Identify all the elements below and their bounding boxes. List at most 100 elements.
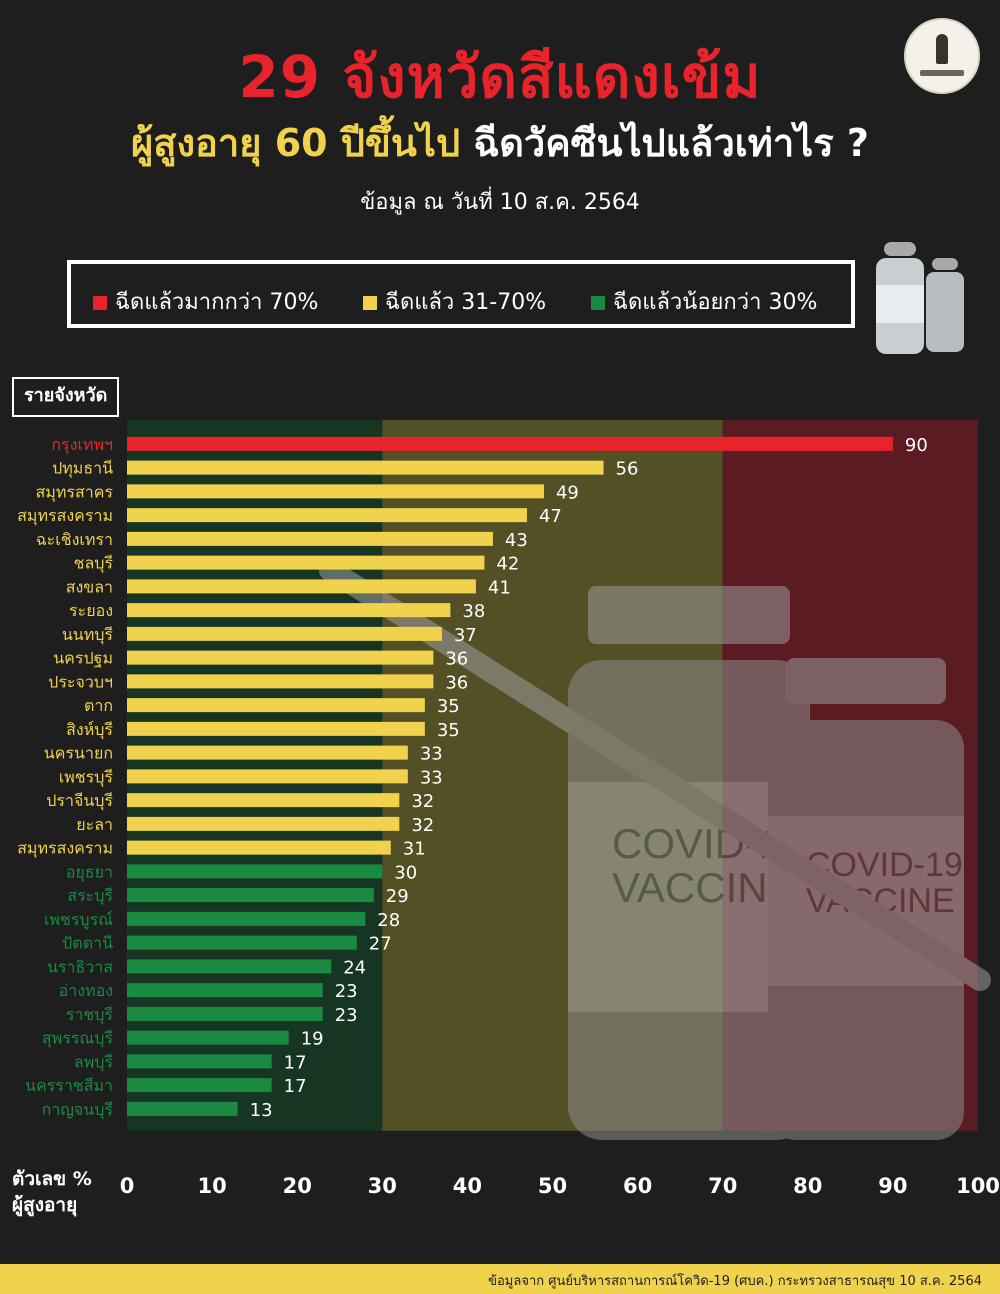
bar-24	[127, 1006, 323, 1021]
value-label-18: 30	[394, 862, 417, 883]
legend-swatch-red	[93, 296, 107, 310]
agency-logo	[904, 18, 980, 94]
x-tick-0: 0	[120, 1174, 135, 1198]
subtitle-part2: ฉีดวัคซีนไปแล้วเท่าไร ?	[473, 121, 869, 165]
category-label-8: นนทบุรี	[62, 625, 114, 645]
value-label-6: 41	[488, 577, 511, 598]
value-label-17: 31	[403, 839, 426, 860]
subtitle: ผู้สูงอายุ 60 ปีขึ้นไป ฉีดวัคซีนไปแล้วเท…	[0, 112, 1000, 173]
source-text: ข้อมูลจาก ศูนย์บริหารสถานการณ์โควิด-19 (…	[488, 1274, 982, 1289]
bar-3	[127, 508, 527, 523]
bar-1	[127, 460, 604, 475]
logo-base-icon	[920, 70, 964, 76]
value-label-1: 56	[616, 459, 639, 480]
bar-4	[127, 531, 493, 546]
bar-15	[127, 793, 400, 808]
bar-22	[127, 959, 332, 974]
x-tick-10: 100	[956, 1174, 1000, 1198]
x-axis-title: ตัวเลข % ผู้สูงอายุ	[12, 1166, 92, 1218]
bar-0	[127, 436, 893, 451]
x-tick-3: 30	[368, 1174, 397, 1198]
bar-2	[127, 484, 544, 499]
value-label-22: 24	[343, 957, 366, 978]
value-label-8: 37	[454, 625, 477, 646]
legend-item-low: ฉีดแล้วน้อยกว่า 30%	[591, 284, 817, 319]
category-label-10: ประจวบฯ	[48, 672, 113, 691]
category-label-12: สิงห์บุรี	[66, 720, 113, 740]
bar-chart: COVID-19 VACCINE COVID-19 VACCINE กรุงเท…	[17, 420, 1000, 1198]
category-label-16: ยะลา	[76, 815, 113, 834]
value-label-24: 23	[335, 1005, 358, 1026]
category-label-19: สระบุรี	[67, 886, 113, 906]
legend-swatch-green	[591, 296, 605, 310]
bar-19	[127, 888, 374, 903]
vial-body-2	[926, 272, 964, 352]
bar-18	[127, 864, 383, 879]
value-label-23: 23	[335, 981, 358, 1002]
bar-10	[127, 674, 434, 689]
value-label-2: 49	[556, 482, 579, 503]
value-label-11: 35	[437, 696, 460, 717]
category-label-1: ปทุมธานี	[52, 459, 113, 479]
bar-7	[127, 603, 451, 618]
category-label-28: กาญจนบุรี	[42, 1100, 114, 1120]
value-label-3: 47	[539, 506, 562, 527]
value-label-26: 17	[284, 1052, 307, 1073]
legend-item-mid: ฉีดแล้ว 31-70%	[363, 284, 546, 319]
bar-12	[127, 721, 425, 736]
bar-13	[127, 745, 408, 760]
category-label-7: ระยอง	[69, 601, 113, 620]
value-label-12: 35	[437, 720, 460, 741]
pen-nib-icon	[936, 34, 948, 64]
main-title: 29 จังหวัดสีแดงเข้ม	[238, 43, 762, 111]
x-axis-title-line2: ผู้สูงอายุ	[12, 1194, 78, 1216]
bar-11	[127, 698, 425, 713]
bars-group	[127, 436, 893, 1116]
vial-icon	[884, 242, 916, 256]
x-tick-8: 80	[793, 1174, 822, 1198]
x-tick-5: 50	[538, 1174, 567, 1198]
category-label-21: ปัตตานี	[62, 934, 113, 953]
category-label-18: อยุธยา	[66, 862, 113, 882]
category-label-22: นราธิวาส	[47, 957, 113, 976]
value-label-7: 38	[462, 601, 485, 622]
bar-26	[127, 1054, 272, 1069]
category-label-24: ราชบุรี	[66, 1005, 114, 1025]
bar-23	[127, 983, 323, 998]
x-tick-2: 20	[283, 1174, 312, 1198]
category-label-23: อ่างทอง	[59, 981, 113, 1000]
category-label-4: ฉะเชิงเทรา	[36, 530, 113, 549]
bar-9	[127, 650, 434, 665]
value-label-28: 13	[250, 1100, 273, 1121]
value-label-13: 33	[420, 744, 443, 765]
category-label-17: สมุทรสงคราม	[17, 839, 113, 859]
value-label-9: 36	[445, 649, 468, 670]
category-label-13: นครนายก	[44, 744, 113, 763]
vial-cap-large	[588, 586, 790, 644]
value-label-27: 17	[284, 1076, 307, 1097]
x-tick-6: 60	[623, 1174, 652, 1198]
value-label-10: 36	[445, 672, 468, 693]
bar-6	[127, 579, 476, 594]
category-label-15: ปราจีนบุรี	[46, 791, 113, 811]
legend-swatch-yellow	[363, 296, 377, 310]
category-label-9: นครปฐม	[53, 649, 113, 668]
x-tick-1: 10	[197, 1174, 226, 1198]
value-label-14: 33	[420, 767, 443, 788]
bar-8	[127, 626, 442, 641]
category-labels-group: กรุงเทพฯปทุมธานีสมุทรสาครสมุทรสงครามฉะเช…	[17, 435, 113, 1120]
bar-16	[127, 816, 400, 831]
legend-item-high: ฉีดแล้วมากกว่า 70%	[93, 284, 318, 319]
value-label-15: 32	[411, 791, 434, 812]
value-label-4: 43	[505, 530, 528, 551]
source-footer: ข้อมูลจาก ศูนย์บริหารสถานการณ์โควิด-19 (…	[0, 1264, 1000, 1294]
legend-label-low: ฉีดแล้วน้อยกว่า 30%	[613, 290, 818, 315]
value-label-0: 90	[905, 435, 928, 456]
bar-28	[127, 1101, 238, 1116]
category-label-25: สุพรรณบุรี	[42, 1029, 114, 1049]
subtitle-part1: ผู้สูงอายุ 60 ปีขึ้นไป	[131, 121, 461, 165]
value-label-19: 29	[386, 886, 409, 907]
category-label-5: ชลบุรี	[74, 554, 114, 574]
category-label-20: เพชรบูรณ์	[44, 910, 113, 930]
